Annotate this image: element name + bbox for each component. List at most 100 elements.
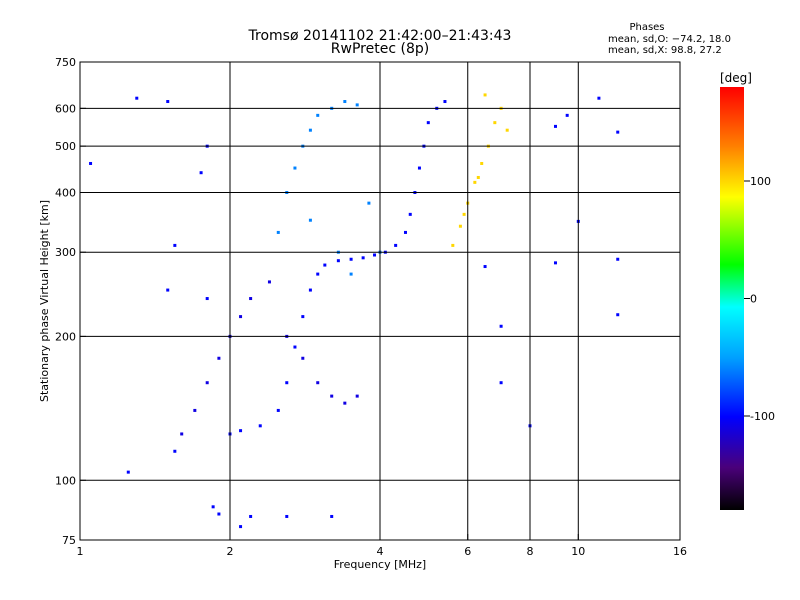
data-point-0-3 [276,408,280,412]
x-tick-label-6: 16 [673,545,687,558]
x-axis-label: Frequency [MHz] [334,558,426,571]
data-point-4-9 [217,512,221,516]
data-point-4-3 [173,243,177,247]
x-tick-label-0: 1 [77,545,84,558]
data-point-0-23 [443,100,447,104]
data-point-4-0 [89,161,93,165]
data-point-1-5 [239,315,243,319]
data-point-4-18 [616,130,620,134]
data-point-3-1 [458,224,462,228]
data-point-0-6 [301,315,305,319]
colorbar-ticks: 100 0 -100 [744,175,775,423]
data-point-1-6 [249,297,253,301]
data-point-4-19 [616,257,620,261]
data-point-3-9 [505,128,509,132]
colorbar-tick-label-0: 100 [750,175,771,188]
data-point-4-25 [483,265,487,269]
data-point-4-13 [249,514,253,518]
x-tick-label-3: 6 [464,545,471,558]
data-point-2-0 [276,230,280,234]
data-point-0-10 [336,259,340,263]
data-point-1-12 [343,401,347,405]
data-point-3-3 [473,180,477,184]
data-point-0-16 [403,230,407,234]
data-point-3-4 [480,161,484,165]
phase-box-line-o: mean, sd,O: −74.2, 18.0 [608,34,731,45]
data-point-0-13 [373,253,377,257]
data-point-3-8 [483,93,487,97]
data-point-0-11 [349,257,353,261]
data-point-4-20 [616,313,620,317]
data-point-4-12 [126,470,130,474]
data-points-layer [89,93,620,529]
chart-subtitle: RwPretec (8p) [331,41,429,57]
x-tick-label-1: 2 [227,545,234,558]
data-point-1-9 [301,356,305,360]
y-tick-label-3: 300 [55,246,76,259]
data-point-0-7 [308,288,312,292]
data-point-4-24 [499,381,503,385]
data-point-1-3 [217,356,221,360]
colorbar [720,87,744,510]
data-point-0-17 [408,212,412,216]
colorbar-tick-label-2: -100 [750,410,775,423]
data-point-3-10 [462,212,466,216]
data-point-2-2 [293,166,297,170]
data-point-1-2 [205,381,209,385]
y-tick-label-7: 750 [55,56,76,69]
y-axis-ticks: 75 100 200 300 400 500 600 750 [55,56,86,547]
data-point-0-21 [426,121,430,125]
data-point-0-19 [417,166,421,170]
phase-box-title: Phases [629,22,664,33]
data-point-2-5 [316,113,320,117]
x-tick-label-4: 8 [527,545,534,558]
data-point-1-10 [316,381,320,385]
colorbar-tick-label-1: 0 [750,293,757,306]
data-point-2-13 [308,218,312,222]
data-point-0-9 [323,263,327,267]
data-point-1-0 [180,432,184,436]
data-point-4-11 [173,449,177,453]
data-point-4-10 [211,505,215,509]
data-point-4-22 [553,124,557,128]
data-point-0-1 [239,429,243,433]
data-point-2-7 [343,100,347,104]
data-point-0-4 [285,381,289,385]
data-point-4-17 [597,96,601,100]
data-point-1-13 [355,394,359,398]
y-tick-label-5: 500 [55,140,76,153]
data-point-4-1 [135,96,139,100]
data-point-2-8 [355,103,359,107]
data-point-1-11 [330,394,334,398]
x-axis-ticks: 1 2 4 6 8 10 16 [77,534,687,558]
colorbar-label: [deg] [720,71,752,85]
y-tick-label-1: 100 [55,474,76,487]
data-point-4-23 [565,113,569,117]
data-point-3-0 [451,243,455,247]
data-point-4-26 [499,324,503,328]
y-tick-label-2: 200 [55,330,76,343]
data-point-0-5 [293,345,297,349]
data-point-3-6 [493,121,497,125]
x-tick-label-5: 10 [571,545,585,558]
y-tick-label-0: 75 [62,534,76,547]
y-axis-label: Stationary phase Virtual Height [km] [38,200,51,402]
data-point-0-8 [316,272,320,276]
data-point-3-11 [476,175,480,179]
data-point-0-12 [361,256,365,260]
chart-title: Tromsø 20141102 21:42:00–21:43:43 [248,28,512,44]
data-point-4-7 [205,297,209,301]
data-point-2-4 [308,128,312,132]
data-point-2-11 [349,272,353,276]
y-tick-label-4: 400 [55,186,76,199]
data-point-4-21 [553,261,557,265]
data-point-4-4 [166,288,170,292]
y-tick-label-6: 600 [55,102,76,115]
data-point-0-15 [394,243,398,247]
phase-box-line-x: mean, sd,X: 98.8, 27.2 [608,45,722,56]
data-point-4-14 [285,514,289,518]
data-point-4-6 [199,171,203,175]
data-point-1-7 [267,280,271,284]
data-point-4-8 [239,525,243,529]
